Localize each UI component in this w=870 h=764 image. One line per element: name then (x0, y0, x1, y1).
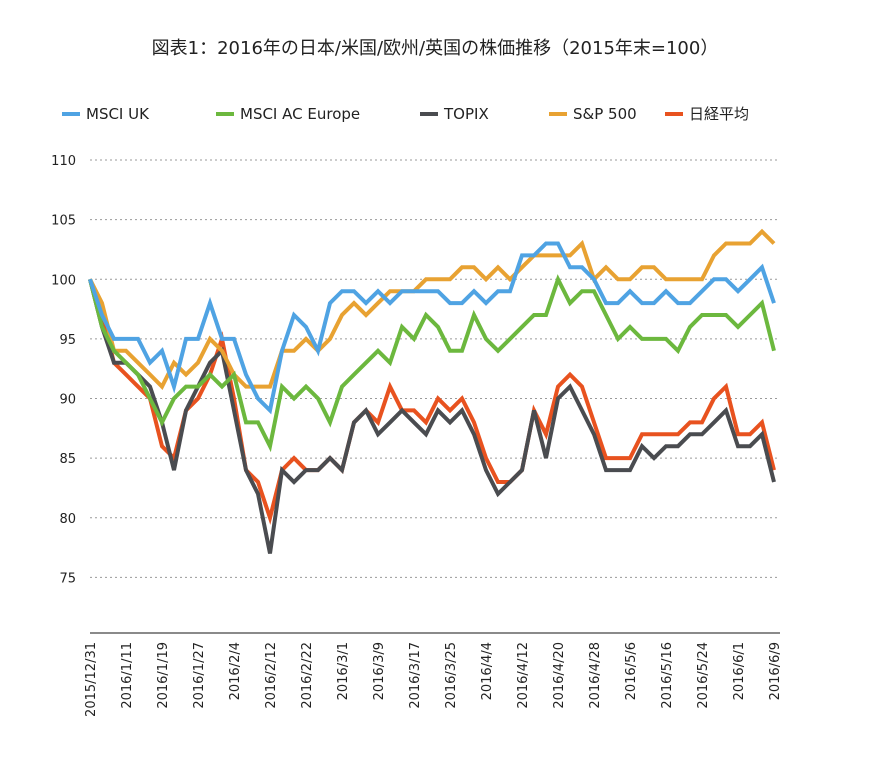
legend-label: 日経平均 (689, 105, 749, 123)
x-tick-label: 2016/2/12 (264, 642, 279, 709)
legend-item: TOPIX (420, 105, 489, 123)
y-tick-label: 105 (51, 214, 76, 229)
series-lines (88, 228, 776, 554)
series-line-1 (88, 274, 776, 453)
x-tick-label: 2016/3/9 (372, 642, 387, 700)
y-tick-label: 85 (59, 452, 76, 467)
x-tick-label: 2016/1/11 (120, 642, 135, 709)
x-axis: 2015/12/31 2016/1/11 2016/1/19 2016/1/27 201… (84, 642, 783, 717)
x-tick-label: 2016/1/27 (192, 642, 207, 709)
x-tick-label: 2016/5/24 (696, 642, 711, 709)
legend-label: S&P 500 (573, 105, 637, 123)
x-tick-label: 2016/2/22 (300, 642, 315, 709)
x-tick-label: 2016/5/6 (624, 642, 639, 700)
legend-label: MSCI UK (86, 105, 150, 123)
x-tick-label: 2016/6/9 (768, 642, 783, 700)
legend-item: 日経平均 (665, 105, 749, 123)
series-line-4 (88, 278, 776, 525)
x-tick-label: 2016/4/20 (552, 642, 567, 709)
x-tick-label: 2016/4/12 (516, 642, 531, 709)
chart-title: 図表1：2016年の日本/米国/欧州/英国の株価推移（2015年末=100） (152, 38, 719, 59)
y-tick-label: 80 (59, 512, 76, 527)
x-tick-label: 2016/5/16 (660, 642, 675, 709)
y-tick-label: 90 (59, 393, 76, 408)
y-tick-label: 110 (51, 154, 76, 169)
series-line-0 (88, 241, 776, 415)
x-tick-label: 2016/2/4 (228, 642, 243, 700)
legend-label: TOPIX (443, 105, 489, 123)
x-tick-label: 2016/6/1 (732, 642, 747, 700)
x-tick-label: 2016/3/17 (408, 642, 423, 709)
series-line-3 (88, 228, 776, 390)
x-tick-label: 2016/3/1 (336, 642, 351, 700)
y-axis: 75 80 85 90 95 100 105 110 (51, 154, 76, 586)
gridlines (90, 159, 780, 634)
y-tick-label: 100 (51, 273, 76, 288)
x-tick-label: 2016/4/28 (588, 642, 603, 709)
legend-item: S&P 500 (549, 105, 637, 123)
y-tick-label: 75 (59, 571, 76, 586)
legend-item: MSCI AC Europe (216, 105, 360, 123)
legend: MSCI UK MSCI AC Europe TOPIX S&P 500 日経平均 (62, 105, 749, 123)
x-tick-label: 2015/12/31 (84, 642, 99, 717)
legend-item: MSCI UK (62, 105, 150, 123)
legend-label: MSCI AC Europe (240, 105, 360, 123)
x-tick-label: 2016/3/25 (444, 642, 459, 709)
y-tick-label: 95 (59, 333, 76, 348)
x-tick-label: 2016/1/19 (156, 642, 171, 709)
x-tick-label: 2016/4/4 (480, 642, 495, 700)
series-line-2 (88, 278, 776, 554)
